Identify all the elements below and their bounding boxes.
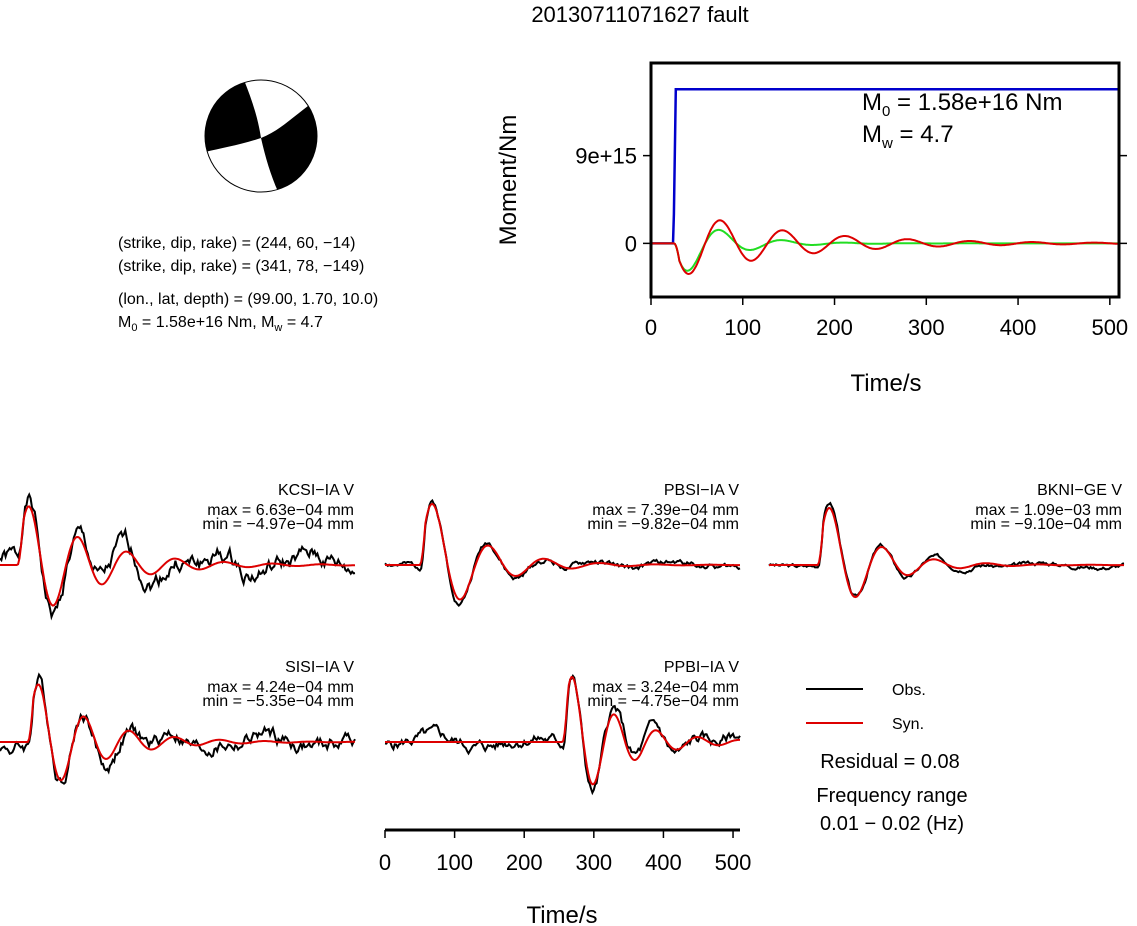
moment-series-1 bbox=[651, 228, 1119, 272]
synthetic-trace bbox=[0, 683, 355, 782]
legend-obs-label: Obs. bbox=[892, 682, 926, 699]
station-max: max = 6.63e−04 mm bbox=[207, 502, 354, 519]
source-info: (strike, dip, rake) = (244, 60, −14) (st… bbox=[118, 235, 378, 334]
moment-series-2 bbox=[651, 219, 1119, 276]
synthetic-trace bbox=[385, 502, 740, 601]
moment-ylabel: Moment/Nm bbox=[495, 115, 522, 246]
station-max: max = 3.24e−04 mm bbox=[592, 679, 739, 696]
waveform-xtick-label: 300 bbox=[575, 850, 612, 875]
beachball-outline bbox=[204, 79, 318, 193]
waveform-xtick-label: 200 bbox=[506, 850, 543, 875]
info-magnitude: M0 = 1.58e+16 Nm, Mw = 4.7 bbox=[118, 314, 323, 334]
moment-ticks: 0 100 200 300 400 500 0 9e+15 bbox=[575, 144, 1128, 340]
waveform-xlabel: Time/s bbox=[526, 902, 597, 926]
moment-xtick-label: 200 bbox=[816, 315, 853, 340]
legend-syn-label: Syn. bbox=[892, 716, 924, 733]
legend-freq-title: Frequency range bbox=[816, 785, 967, 807]
moment-xtick-label: 100 bbox=[724, 315, 761, 340]
waveform-time-axis: 0 100 200 300 400 500 Time/s bbox=[379, 828, 752, 926]
waveform-ticks: 0 100 200 300 400 500 bbox=[379, 830, 752, 875]
synthetic-trace bbox=[385, 675, 740, 786]
legend-residual: Residual = 0.08 bbox=[820, 751, 960, 773]
figure-title: 20130711071627 fault bbox=[531, 2, 748, 27]
moment-xtick-label: 500 bbox=[1091, 315, 1128, 340]
waveform-xtick-label: 500 bbox=[715, 850, 752, 875]
moment-m0-label: M0 = 1.58e+16 Nm bbox=[862, 89, 1062, 120]
station-max: max = 4.24e−04 mm bbox=[207, 679, 354, 696]
station-min: min = −4.97e−04 mm bbox=[202, 516, 354, 533]
info-nodal-plane-1: (strike, dip, rake) = (244, 60, −14) bbox=[118, 235, 355, 252]
moment-ytick-label: 9e+15 bbox=[575, 144, 637, 169]
moment-panel-frame bbox=[649, 61, 1121, 299]
moment-xtick-label: 300 bbox=[908, 315, 945, 340]
station-name: PPBI−IA V bbox=[664, 659, 739, 676]
synthetic-trace bbox=[0, 505, 356, 607]
moment-mw-label: Mw = 4.7 bbox=[862, 121, 954, 152]
station-max: max = 1.09e−03 mm bbox=[975, 502, 1122, 519]
station-min: min = −9.10e−04 mm bbox=[970, 516, 1122, 533]
legend-freq-value: 0.01 − 0.02 (Hz) bbox=[820, 813, 964, 835]
moment-curves bbox=[651, 88, 1119, 276]
observed-trace bbox=[0, 492, 356, 621]
info-nodal-plane-2: (strike, dip, rake) = (341, 78, −149) bbox=[118, 258, 364, 275]
station-max: max = 7.39e−04 mm bbox=[592, 502, 739, 519]
station-min: min = −4.75e−04 mm bbox=[587, 693, 739, 710]
waveform-xtick-label: 100 bbox=[436, 850, 473, 875]
station-name: PBSI−IA V bbox=[664, 482, 739, 499]
beachball bbox=[204, 79, 318, 193]
legend: Obs. Syn. Residual = 0.08 Frequency rang… bbox=[806, 682, 968, 835]
info-location: (lon., lat, depth) = (99.00, 1.70, 10.0) bbox=[118, 291, 378, 308]
station-min: min = −5.35e−04 mm bbox=[202, 693, 354, 710]
station-name: BKNI−GE V bbox=[1037, 482, 1122, 499]
moment-xtick-label: 400 bbox=[1000, 315, 1037, 340]
moment-xlabel: Time/s bbox=[850, 370, 921, 397]
station-min: min = −9.82e−04 mm bbox=[587, 516, 739, 533]
station-name: KCSI−IA V bbox=[278, 482, 354, 499]
waveform-xtick-label: 400 bbox=[645, 850, 682, 875]
synthetic-trace bbox=[769, 506, 1124, 599]
waveform-xtick-label: 0 bbox=[379, 850, 391, 875]
moment-ytick-label: 0 bbox=[625, 231, 637, 256]
moment-xtick-label: 0 bbox=[645, 315, 657, 340]
station-name: SISI−IA V bbox=[285, 659, 354, 676]
